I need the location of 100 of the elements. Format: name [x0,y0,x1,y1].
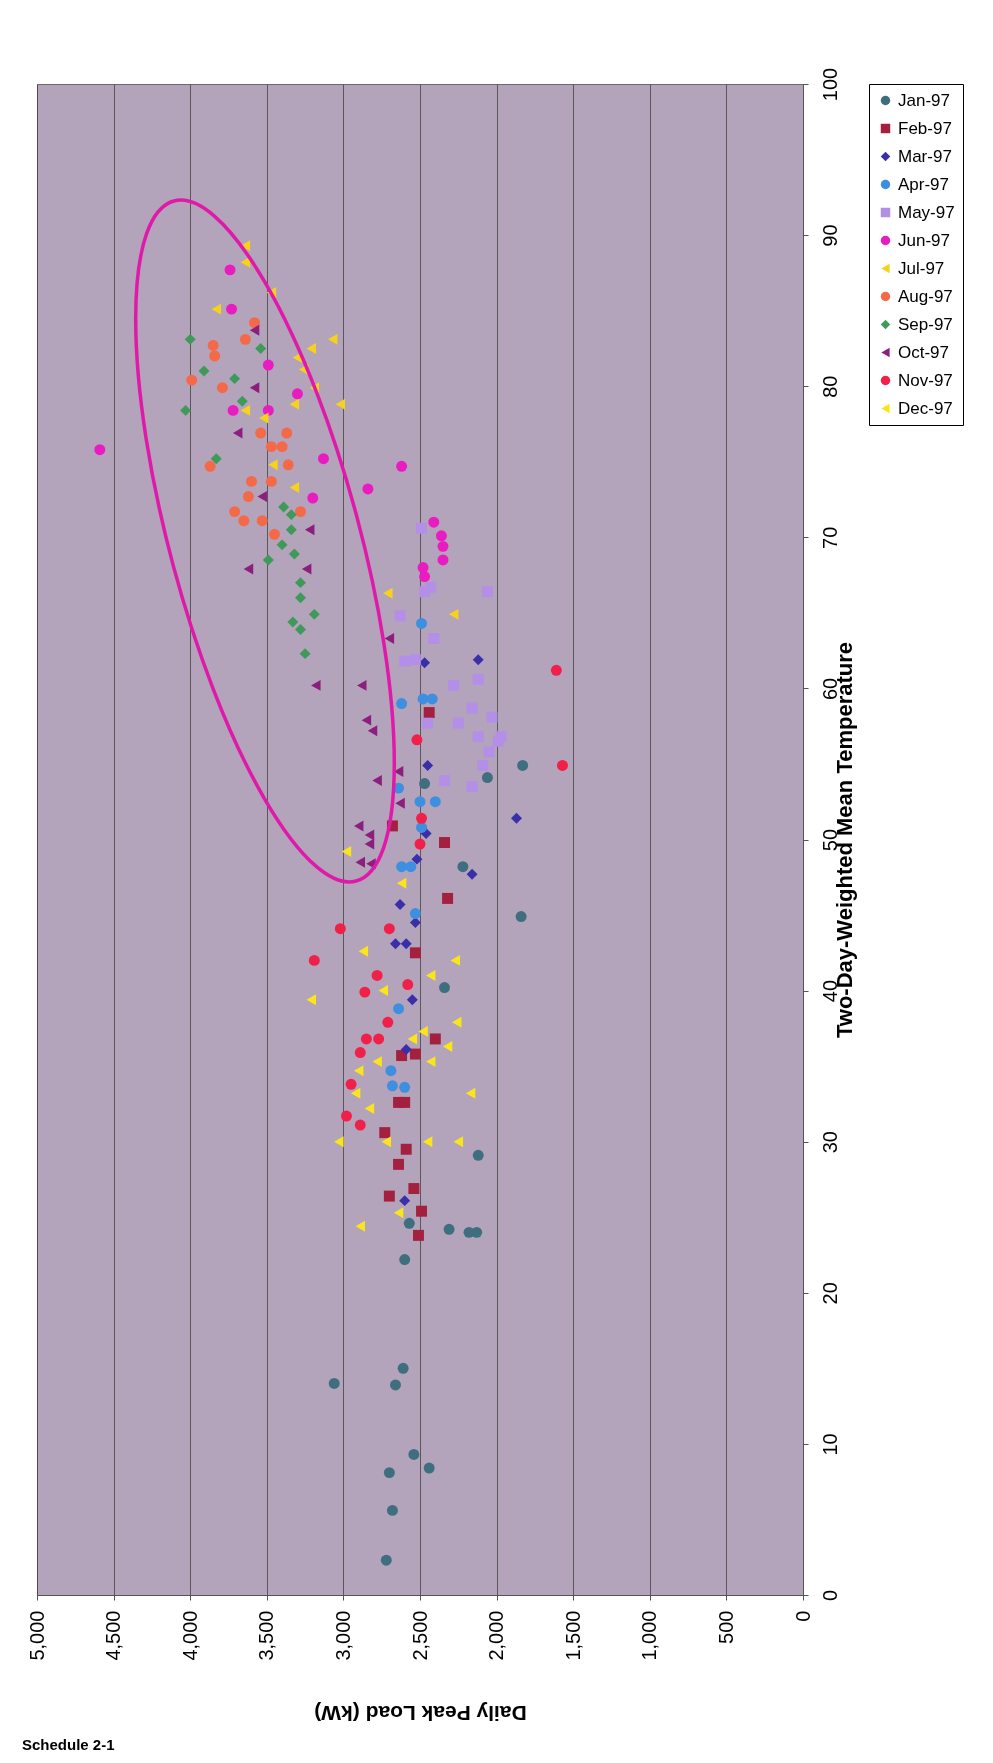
point [299,648,311,660]
point [350,1087,361,1099]
x-tick-label: 4,000 [178,1610,201,1661]
point [307,492,319,504]
point [394,899,406,910]
point [257,491,267,502]
point [437,540,449,552]
point [308,954,320,966]
point [282,459,294,471]
point [379,1127,391,1139]
point [289,481,300,493]
point [448,608,459,620]
point [403,1217,415,1229]
point [428,633,440,645]
point [471,1226,483,1238]
legend-label: Sep-97 [898,314,953,334]
point [399,1195,411,1207]
point [383,923,395,935]
point [364,838,375,850]
point [396,861,408,873]
point [359,986,371,998]
point [341,846,352,858]
y-tick-label: 30 [818,1131,841,1154]
point [416,1205,428,1217]
point [466,702,478,714]
point [409,654,421,666]
point [457,861,469,873]
point [425,970,436,981]
point [422,1136,433,1148]
point [281,427,293,439]
point [386,1080,398,1092]
point [411,734,423,746]
point [384,633,395,645]
point [327,333,338,345]
point [393,1207,404,1219]
point [381,1136,392,1148]
point [285,524,297,536]
x-tick-label: 0 [791,1610,814,1622]
point [422,717,434,729]
point [371,970,383,981]
legend-label: Jun-97 [898,230,950,250]
point [198,365,210,377]
legend-label: May-97 [898,202,955,222]
x-tick-label: 3,500 [255,1610,278,1661]
point [318,453,329,465]
point [425,581,437,593]
point [358,945,369,957]
x-tick-label: 5,000 [25,1610,48,1661]
point [311,679,321,691]
point [397,1362,409,1374]
point [229,373,241,385]
point [357,679,367,691]
point [289,398,300,410]
point [295,592,306,604]
point [304,524,315,536]
point [472,1149,484,1161]
point [390,938,401,950]
point [472,731,484,743]
point [400,1044,412,1056]
point [472,654,484,666]
point [238,515,250,527]
point [390,1379,401,1391]
point [372,775,382,787]
point [396,698,408,709]
point [227,404,239,416]
point [306,342,316,354]
point [367,725,378,737]
point [423,1462,435,1474]
point [378,985,388,997]
point [291,388,303,400]
point [425,1056,436,1068]
point [429,1033,441,1045]
legend-label: Aug-97 [898,286,953,306]
point [394,610,406,622]
point [258,412,269,424]
point [385,1065,397,1077]
y-tick-label: 80 [818,375,841,398]
point [256,515,268,527]
point [416,522,428,534]
point [268,528,280,540]
point [335,398,346,410]
point [210,453,222,465]
point [439,775,450,787]
point [255,427,267,439]
point [417,562,429,573]
point [180,404,192,416]
point [414,838,426,850]
y-tick-label: 10 [818,1433,841,1456]
point [360,1033,372,1045]
point [428,516,440,528]
x-tick-label: 3,000 [331,1610,354,1661]
point [437,554,449,566]
point [409,947,421,959]
point [477,759,489,771]
point [353,820,364,832]
point [450,954,460,966]
legend-label: Oct-97 [898,342,950,362]
point [481,772,493,784]
point [396,460,408,472]
point [295,623,306,635]
